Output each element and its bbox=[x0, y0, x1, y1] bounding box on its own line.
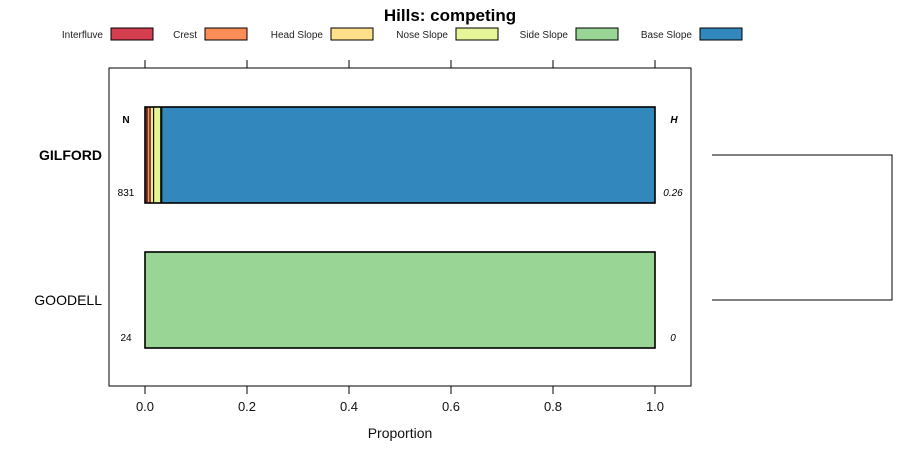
n-value: 24 bbox=[120, 333, 132, 344]
row-label-gilford: GILFORD bbox=[39, 147, 102, 163]
dendrogram-link bbox=[712, 154, 893, 301]
dendrogram bbox=[712, 154, 893, 301]
bar-segment-goodell-side-slope bbox=[144, 251, 656, 349]
legend-swatch-nose-slope bbox=[455, 27, 499, 41]
x-tick-label: 0.8 bbox=[544, 399, 562, 414]
legend-label-side-slope: Side Slope bbox=[520, 30, 569, 41]
plot-frame bbox=[108, 67, 692, 387]
bar-segment-gilford-base-slope bbox=[161, 106, 656, 204]
legend-swatch-side-slope bbox=[575, 27, 619, 41]
chart-title: Hills: competing bbox=[384, 6, 516, 25]
bar-segment-gilford-head-slope bbox=[149, 106, 155, 204]
legend-label-interfluve: Interfluve bbox=[62, 30, 104, 41]
x-tick-label: 0.0 bbox=[136, 399, 154, 414]
legend-label-nose-slope: Nose Slope bbox=[396, 30, 448, 41]
n-header: N bbox=[122, 115, 129, 126]
h-header: H bbox=[670, 115, 678, 126]
row-annotations: N H GILFORD 831 0.26 GOODELL 24 0 bbox=[34, 115, 683, 344]
x-tick-label: 1.0 bbox=[646, 399, 664, 414]
x-axis: 0.0 0.2 0.4 0.6 0.8 1.0 bbox=[136, 60, 664, 414]
bar-outline bbox=[144, 106, 656, 204]
h-value: 0.26 bbox=[663, 188, 683, 199]
legend-swatch-head-slope bbox=[330, 27, 374, 41]
legend-swatch-interfluve bbox=[110, 27, 154, 41]
h-value: 0 bbox=[670, 333, 676, 344]
bar-segment-gilford-nose-slope bbox=[153, 106, 162, 204]
x-tick-label: 0.2 bbox=[238, 399, 256, 414]
legend-label-crest: Crest bbox=[173, 30, 197, 41]
x-tick-label: 0.6 bbox=[442, 399, 460, 414]
x-tick-label: 0.4 bbox=[340, 399, 358, 414]
legend-label-base-slope: Base Slope bbox=[641, 30, 693, 41]
legend-label-head-slope: Head Slope bbox=[271, 30, 324, 41]
legend: Interfluve Crest Head Slope Nose Slope Side … bbox=[62, 27, 743, 41]
bar-outline bbox=[144, 251, 656, 349]
bars bbox=[144, 106, 656, 349]
x-axis-label: Proportion bbox=[368, 425, 433, 441]
row-label-goodell: GOODELL bbox=[34, 292, 102, 308]
n-value: 831 bbox=[118, 188, 135, 199]
legend-swatch-base-slope bbox=[699, 27, 743, 41]
legend-swatch-crest bbox=[204, 27, 248, 41]
